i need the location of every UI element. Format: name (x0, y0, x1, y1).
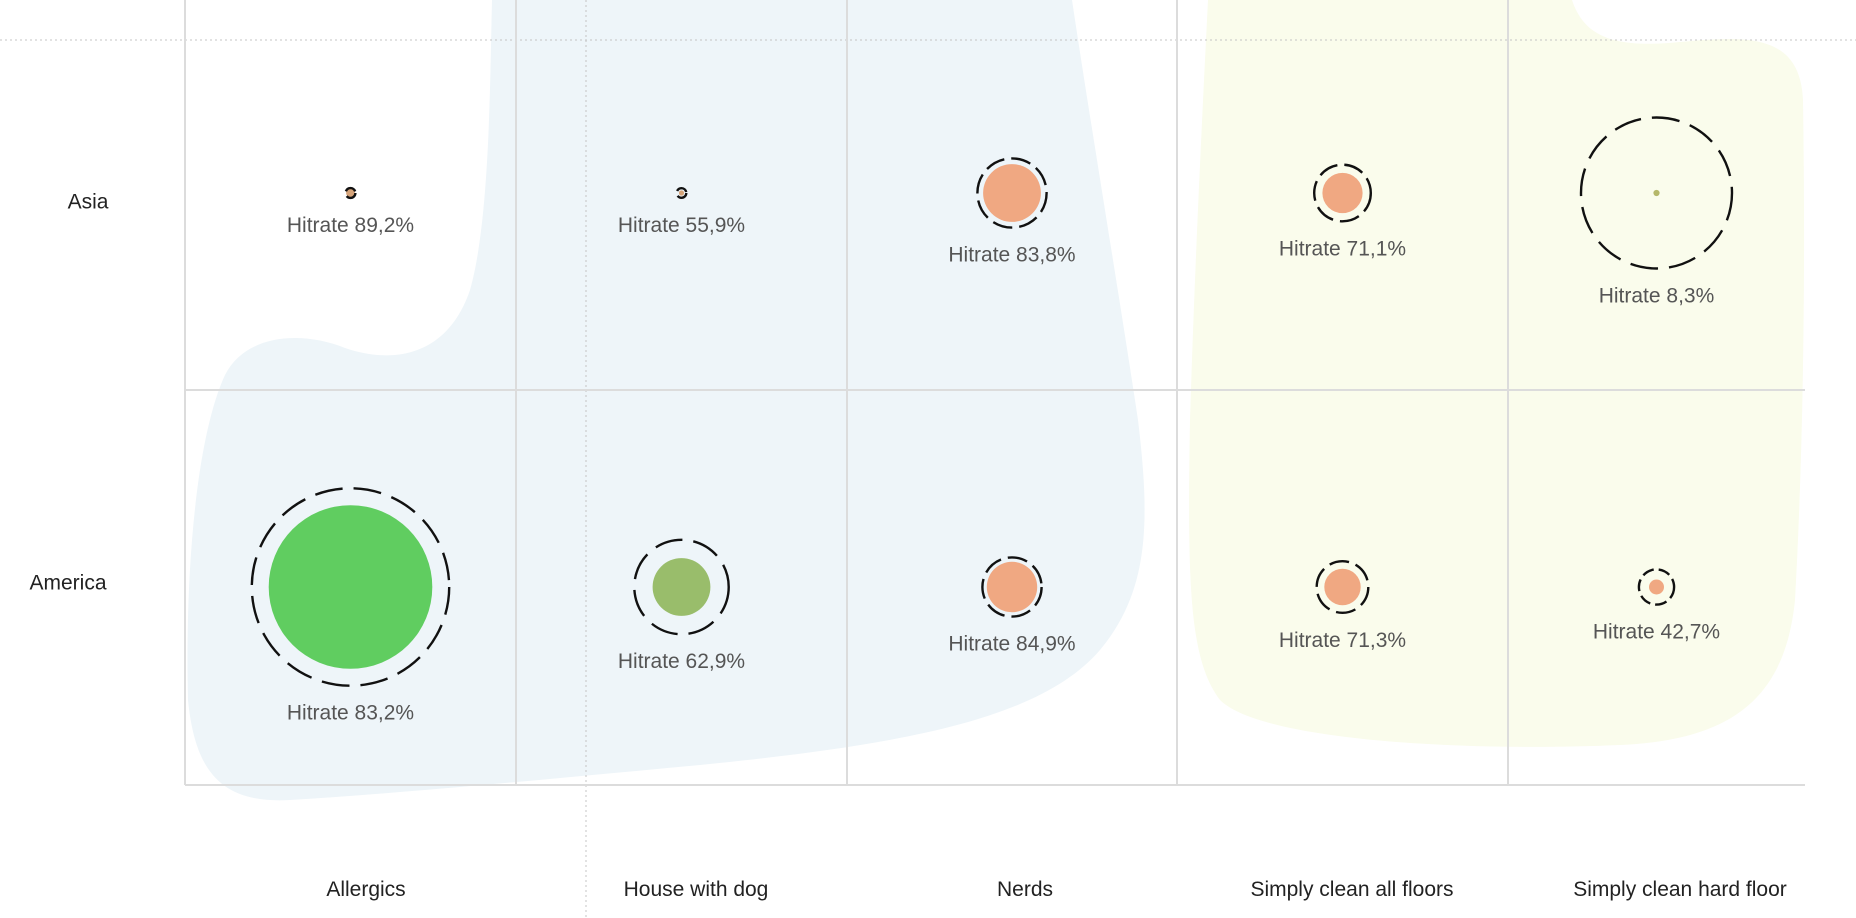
group-regions (187, 0, 1805, 801)
column-labels: Allergics House with dog Nerds Simply cl… (326, 878, 1786, 901)
col-label-nerds: Nerds (997, 878, 1053, 901)
hitrate-label: Hitrate 84,9% (948, 633, 1075, 656)
bubble-group: Hitrate 71,3% (1279, 560, 1406, 652)
group-region-blue (187, 0, 1145, 801)
bubble-inner (1653, 189, 1660, 197)
bubble-outer-ring (1637, 568, 1676, 606)
hitrate-label: Hitrate 71,1% (1279, 237, 1406, 260)
bubble-inner (986, 561, 1038, 613)
row-labels: Asia America (29, 191, 108, 595)
bubble-outer-ring (981, 556, 1043, 618)
bubble-outer-ring (344, 186, 357, 200)
col-label-simply-clean-hard-floor: Simply clean hard floor (1573, 878, 1787, 901)
bubble-group: Hitrate 71,1% (1279, 163, 1406, 260)
bubble-outer-ring (633, 538, 730, 636)
bubble-group: Hitrate 42,7% (1593, 568, 1720, 644)
bubble-group: Hitrate 84,9% (948, 556, 1076, 656)
bubble-outer-ring (1579, 116, 1734, 270)
bubble-outer-ring (675, 186, 688, 199)
col-label-simply-clean-all-floors: Simply clean all floors (1250, 878, 1453, 901)
hitrate-label: Hitrate 55,9% (618, 214, 745, 237)
bubble-inner (346, 188, 355, 198)
bubble-outer-ring (976, 157, 1048, 229)
bubble-inner (1649, 579, 1664, 595)
hitrate-label: Hitrate 71,3% (1279, 629, 1406, 652)
hitrate-label: Hitrate 42,7% (1593, 621, 1720, 644)
bubble-group: Hitrate 89,2% (287, 186, 414, 237)
bubble-outer-ring (1312, 163, 1372, 223)
bubble-group: Hitrate 8,3% (1579, 116, 1734, 308)
hitrate-label: Hitrate 8,3% (1599, 285, 1715, 308)
row-label-america: America (29, 572, 106, 595)
hitrate-label: Hitrate 89,2% (287, 214, 414, 237)
hitrate-label: Hitrate 83,8% (948, 244, 1075, 267)
bubble-inner (983, 164, 1041, 222)
row-label-asia: Asia (68, 191, 109, 214)
hitrate-label: Hitrate 83,2% (287, 702, 414, 725)
col-label-allergics: Allergics (326, 878, 405, 901)
bubble-inner (1324, 568, 1361, 606)
bubbles: Hitrate 89,2% Hitrate 55,9% Hitrate 83,8% H… (250, 116, 1734, 725)
bubble-inner (652, 558, 711, 616)
bubble-group: Hitrate 55,9% (618, 186, 745, 237)
bubble-inner (1322, 172, 1363, 214)
bubble-outer-ring (1315, 560, 1370, 615)
col-label-house-with-dog: House with dog (624, 878, 769, 901)
bubble-outer-ring (250, 487, 451, 687)
hitrate-label: Hitrate 62,9% (618, 650, 745, 673)
bubble-inner (678, 190, 685, 196)
bubble-group: Hitrate 83,2% (250, 487, 451, 725)
bubble-group: Hitrate 62,9% (618, 538, 745, 673)
bubble-group: Hitrate 83,8% (948, 157, 1076, 267)
bubble-inner (268, 505, 433, 669)
